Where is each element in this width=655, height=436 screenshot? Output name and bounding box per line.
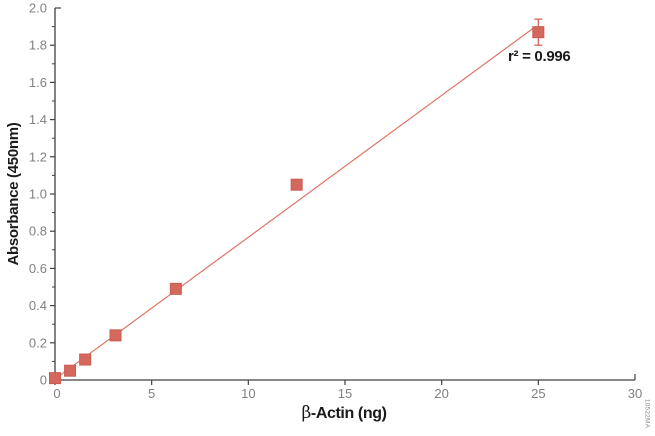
- x-tick-label: 5: [148, 386, 155, 401]
- y-tick-label: 1.8: [29, 38, 47, 53]
- data-point: [169, 282, 182, 295]
- data-point: [290, 178, 303, 191]
- y-tick-label: 1.6: [29, 75, 47, 90]
- y-tick-label: 1.4: [29, 112, 47, 127]
- y-tick-label: 0.8: [29, 224, 47, 239]
- y-tick-label: 0.6: [29, 261, 47, 276]
- y-axis-title: Absorbance (450nm): [5, 122, 22, 266]
- r-squared-annotation: r² = 0.996: [508, 48, 571, 65]
- x-axis-title: β-Actin (ng): [244, 403, 444, 423]
- y-tick-label: 0.4: [29, 298, 47, 313]
- data-point: [49, 372, 61, 385]
- y-tick-label: 1.0: [29, 187, 47, 202]
- y-tick-label: 0: [40, 373, 47, 388]
- data-point: [64, 364, 77, 377]
- x-axis-title-text: -Actin (ng): [310, 405, 387, 422]
- x-tick-label: 15: [338, 386, 352, 401]
- beta-symbol: β: [301, 403, 311, 423]
- figure-number: 10522MA: [643, 398, 651, 429]
- data-point: [79, 353, 92, 366]
- x-tick-label: 0: [53, 386, 60, 401]
- y-tick-label: 2.0: [29, 1, 47, 16]
- x-tick-label: 10: [241, 386, 255, 401]
- y-tick-label: 1.2: [29, 149, 47, 164]
- data-point: [532, 26, 545, 39]
- data-point: [109, 329, 122, 342]
- y-tick-label: 0.2: [29, 335, 47, 350]
- x-tick-label: 25: [531, 386, 545, 401]
- x-tick-label: 30: [628, 386, 642, 401]
- x-tick-label: 20: [434, 386, 448, 401]
- trend-line: [54, 26, 536, 380]
